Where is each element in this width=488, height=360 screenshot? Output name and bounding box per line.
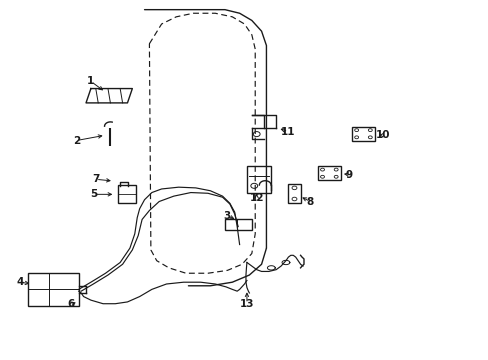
Bar <box>118 185 136 203</box>
Bar <box>246 166 271 193</box>
Text: 11: 11 <box>281 127 295 136</box>
Text: 8: 8 <box>306 197 313 207</box>
Text: 12: 12 <box>249 193 264 203</box>
Text: 2: 2 <box>73 136 80 145</box>
Bar <box>317 166 340 180</box>
Text: 7: 7 <box>92 174 99 184</box>
Text: 1: 1 <box>87 76 94 86</box>
Text: 3: 3 <box>224 211 231 221</box>
Text: 5: 5 <box>89 189 97 199</box>
Bar <box>27 273 79 306</box>
Bar <box>224 220 251 230</box>
Bar <box>288 184 300 203</box>
Text: 4: 4 <box>17 277 24 287</box>
Bar <box>351 127 374 140</box>
Text: 10: 10 <box>375 130 390 140</box>
Text: 13: 13 <box>239 299 254 309</box>
Text: 6: 6 <box>68 299 75 309</box>
Text: 9: 9 <box>345 170 352 180</box>
